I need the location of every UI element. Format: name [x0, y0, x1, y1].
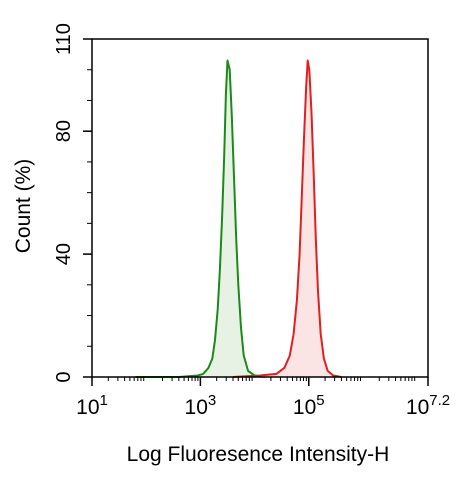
x-tick-label: 103 — [185, 392, 217, 419]
axis-labels: 0 40 80 110 101 103 105 107.2 — [53, 23, 450, 419]
y-tick-label: 40 — [53, 243, 75, 265]
y-tick-label: 0 — [53, 371, 75, 382]
series-1-line — [135, 59, 266, 378]
plot-frame — [91, 38, 429, 378]
series-2-line — [232, 59, 342, 378]
y-axis-title: Count (%) — [12, 159, 35, 254]
x-tick-label: 105 — [293, 392, 325, 419]
x-tick-label: 101 — [76, 392, 108, 419]
x-axis-title: Log Fluoresence Intensity-H — [127, 443, 390, 466]
x-tick-label: 107.2 — [406, 392, 450, 419]
series-2-area — [232, 60, 342, 377]
series-1-area — [135, 60, 266, 377]
axes — [83, 38, 429, 386]
y-tick-label: 80 — [53, 120, 75, 142]
plot-area — [135, 59, 342, 378]
y-tick-label: 110 — [53, 23, 75, 55]
